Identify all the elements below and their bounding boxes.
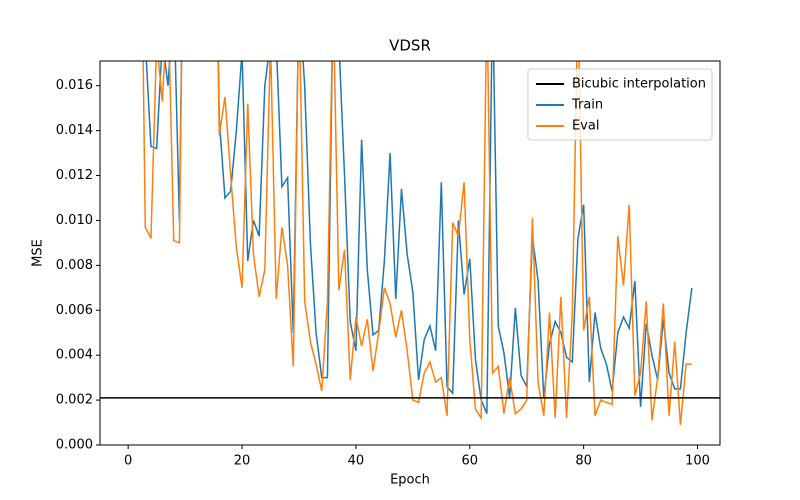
- chart-title: VDSR: [389, 37, 431, 55]
- y-tick-label: 0.002: [56, 393, 93, 408]
- series-line: [142, 61, 692, 425]
- y-tick-label: 0.010: [56, 213, 93, 228]
- axes-frame: [99, 60, 721, 446]
- plot-area: [100, 61, 720, 425]
- legend-box: [527, 68, 713, 141]
- x-tick-label: 100: [685, 454, 710, 469]
- y-axis-label: MSE: [31, 239, 46, 267]
- x-axis-label: Epoch: [390, 473, 430, 488]
- x-tick-label: 40: [348, 454, 365, 469]
- x-tick-label: 0: [124, 454, 132, 469]
- y-tick-label: 0.004: [56, 348, 93, 363]
- y-tick-label: 0.016: [56, 78, 93, 93]
- y-tick-label: 0.008: [56, 258, 93, 273]
- y-tick-label: 0.000: [56, 438, 93, 453]
- legend-label: Eval: [572, 119, 600, 134]
- legend-label: Bicubic interpolation: [572, 77, 706, 92]
- legend-label: Train: [571, 98, 603, 113]
- y-tick-label: 0.012: [56, 168, 93, 183]
- x-tick-label: 60: [462, 454, 479, 469]
- y-tick-label: 0.014: [56, 123, 93, 138]
- y-tick-label: 0.006: [56, 303, 93, 318]
- legend: Bicubic interpolation Train Eval: [527, 68, 713, 141]
- x-tick-label: 80: [575, 454, 592, 469]
- x-tick-label: 20: [234, 454, 251, 469]
- series-line: [145, 61, 693, 414]
